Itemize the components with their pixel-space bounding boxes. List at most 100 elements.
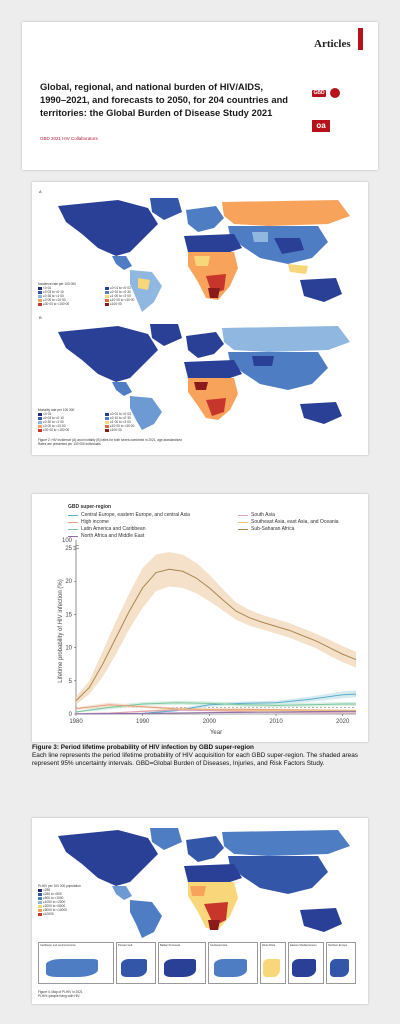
legend-c-item: ≥10000 [38, 912, 98, 916]
article-title: Global, regional, and national burden of… [40, 80, 310, 119]
legend-a-label: ≥0·30 to <1·00 [43, 294, 64, 298]
map-russia-c [222, 830, 350, 856]
map-central-america [112, 256, 132, 270]
y-tick-label: 0 [69, 712, 73, 718]
legend-a-item: ≥3·00 to <10·00 [38, 298, 101, 302]
legend-entry: Sub-Saharan Africa [238, 526, 364, 532]
section-label: Articles [314, 38, 351, 50]
legend-b-label: ≥10·00 to <30·00 [110, 424, 135, 428]
legend-a-title: Incidence rate per 100 000 [38, 282, 76, 286]
map-greenland-b [150, 324, 182, 346]
inset-map: West Africa [260, 942, 286, 984]
title-line-3: territories: the Global Burden of Diseas… [40, 107, 273, 118]
legend-c-item: ≥5000 to <10000 [38, 908, 98, 912]
figure-4-page: PLHIV per 100 000 population <250 ≥250 to… [32, 818, 368, 1004]
y-tick-label: 25 [65, 546, 72, 552]
legend-a-label: ≥100·00 [110, 302, 122, 306]
legend-b-title: Mortality rate per 100 000 [38, 408, 75, 412]
y-tick-label-top: 100 [62, 538, 73, 544]
legend-b-label: ≥3·00 to <10·00 [43, 424, 66, 428]
inset-maps: Caribbean and central America Persian Gul… [38, 942, 362, 986]
inset-label: Persian Gulf [118, 944, 133, 947]
legend-c-title: PLHIV per 100 000 population [38, 884, 81, 888]
inset-map: Persian Gulf [116, 942, 156, 984]
inset-land [263, 959, 281, 977]
legend-b-swatch [105, 412, 109, 416]
figure-2-caption: Figure 2: HIV incidence (A) and mortalit… [38, 438, 182, 446]
legend-a-swatch [38, 298, 42, 302]
legend-b-swatch [105, 416, 109, 420]
map-europe-c [186, 836, 224, 862]
series-line [75, 568, 357, 702]
y-tick-label: 5 [69, 679, 73, 685]
legend-line [238, 514, 248, 516]
legend-line [238, 521, 248, 523]
inset-map: Balkan Peninsula [158, 942, 206, 984]
legend-line [238, 528, 248, 530]
legend-a-label: <0·01 [43, 286, 52, 290]
legend-b-label: ≥1·00 to <3·00 [110, 420, 131, 424]
map-russia [222, 200, 350, 226]
inset-map: Caribbean and central America [38, 942, 114, 984]
legend-c-label: ≥2000 to <5000 [43, 904, 66, 908]
legend-entry: Latin America and Caribbean [68, 526, 238, 532]
map-asia-c [228, 856, 328, 894]
legend-b-label: ≥30·00 to <100·00 [43, 428, 70, 432]
legend-a-swatch [105, 286, 109, 290]
legend-a-label: ≥3·00 to <10·00 [43, 298, 66, 302]
map-russia-b [222, 326, 350, 352]
legend-c-item: ≥2000 to <5000 [38, 904, 98, 908]
figure-3-caption: Figure 3: Period lifetime probability of… [32, 744, 372, 768]
legend-a-label: ≥10·00 to <30·00 [110, 298, 135, 302]
legend-b-swatch [38, 424, 42, 428]
x-tick-label: 2020 [336, 719, 350, 725]
x-tick-label: 1980 [69, 719, 83, 725]
open-access-logo: oa [312, 120, 330, 132]
x-axis-label: Year [210, 730, 222, 736]
inset-map: Northern Europe [326, 942, 356, 984]
map-asia-b [228, 352, 328, 390]
legend-a-swatch [105, 290, 109, 294]
legend-c-swatch [38, 896, 42, 900]
inset-land [120, 959, 148, 977]
legend-b-label: ≥0·01 to <0·03 [110, 412, 131, 416]
legend-b-item: ≥0·30 to <1·00 [38, 420, 101, 424]
legend-c-swatch [38, 904, 42, 908]
inset-label: Caribbean and central America [40, 944, 76, 947]
legend-a-item: ≥100·00 [105, 302, 168, 306]
legend-a-item: <0·01 [38, 286, 101, 290]
legend-c-label: ≥1000 to <2000 [43, 900, 66, 904]
figure-3-caption-body: Each line represents the period lifetime… [32, 752, 358, 767]
legend-a-swatch [38, 294, 42, 298]
legend-b-item: ≥10·00 to <30·00 [105, 424, 168, 428]
legend-b-label: ≥0·30 to <1·00 [43, 420, 64, 424]
legend-b-swatch [105, 424, 109, 428]
legend-a-item: ≥10·00 to <30·00 [105, 298, 168, 302]
legend-a-label: ≥0·10 to <0·30 [110, 290, 131, 294]
inset-land [163, 959, 196, 977]
title-page: Articles Global, regional, and national … [22, 22, 378, 170]
map-australia [300, 278, 342, 302]
inset-land [329, 959, 350, 977]
legend-b: Mortality rate per 100 000 <0·01 ≥0·01 to… [38, 408, 168, 432]
legend-label: South Asia [251, 512, 275, 518]
map-greenland [150, 198, 182, 220]
legend-a-item: ≥1·00 to <3·00 [105, 294, 168, 298]
legend-b-label: <0·01 [43, 412, 52, 416]
legend-label: Central Europe, eastern Europe, and cent… [81, 512, 190, 518]
legend-b-label: ≥0·03 to <0·10 [43, 416, 64, 420]
legend-line [68, 528, 78, 530]
legend-a-swatch [105, 298, 109, 302]
panel-b-label: B [39, 315, 42, 320]
legend-line [68, 514, 78, 516]
map-australia-c [300, 908, 342, 932]
map-central-america-b [112, 382, 132, 396]
title-line-2: 1990–2021, and forecasts to 2050, for 20… [40, 94, 289, 105]
legend-c-item: ≥500 to <1000 [38, 896, 98, 900]
legend-entry: Southeast Asia, east Asia, and Oceania [238, 519, 364, 525]
legend-a-swatch [38, 290, 42, 294]
mortality-map [38, 320, 362, 432]
title-line-1: Global, regional, and national burden of… [40, 81, 263, 92]
inset-label: Balkan Peninsula [160, 944, 181, 947]
legend-title: GBD super-region [68, 504, 112, 510]
